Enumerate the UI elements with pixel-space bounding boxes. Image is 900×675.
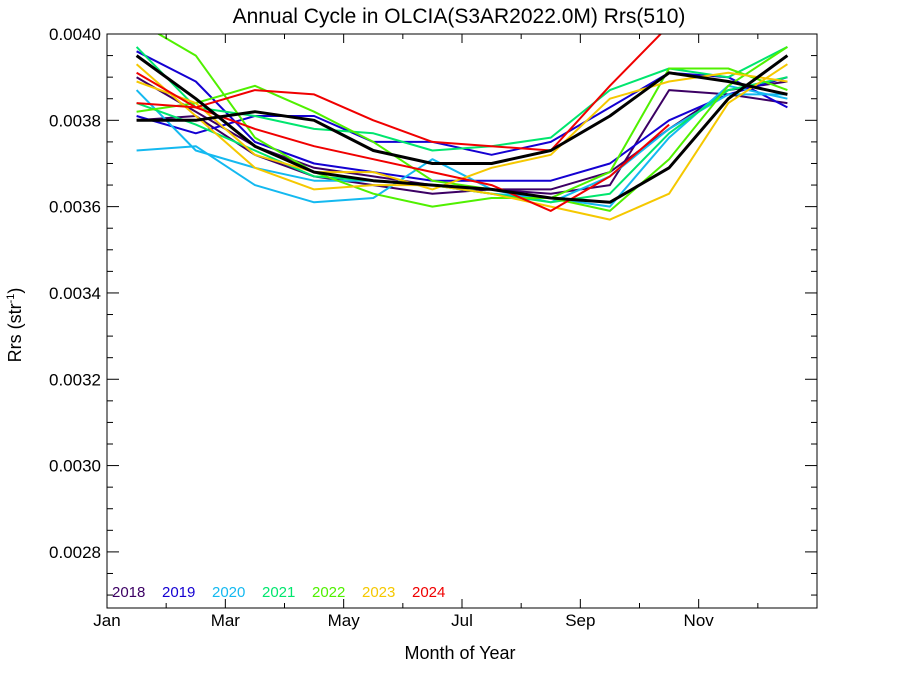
legend-item-2020: 2020 <box>212 584 245 601</box>
legend-item-2021: 2021 <box>262 584 295 601</box>
legend-item-2018: 2018 <box>112 584 145 601</box>
x-tick-label: Mar <box>211 611 241 630</box>
y-tick-label: 0.0038 <box>49 111 101 130</box>
series-line-4 <box>136 93 788 204</box>
series-line-15 <box>136 71 788 165</box>
x-tick-label: Jul <box>451 611 473 630</box>
legend-item-2023: 2023 <box>362 584 395 601</box>
x-tick-label: Nov <box>684 611 715 630</box>
legend: 2018 2019 2020 2021 2022 2023 2024 <box>112 584 445 601</box>
series-line-3 <box>136 50 788 182</box>
y-axis-label-close: ) <box>5 288 25 294</box>
chart-title: Annual Cycle in OLCIA(S3AR2022.0M) Rrs(5… <box>233 5 686 28</box>
series-layer <box>135 34 789 221</box>
y-tick-label: 0.0034 <box>49 284 101 303</box>
y-tick-label: 0.0030 <box>49 457 101 476</box>
legend-item-2019: 2019 <box>162 584 195 601</box>
y-axis-label-main: Rrs (str <box>5 303 25 362</box>
x-tick-label: Sep <box>565 611 595 630</box>
y-axis: 0.0028 0.0030 0.0032 0.0034 0.0036 0.0038 0.00… <box>49 25 817 596</box>
legend-item-2024: 2024 <box>412 584 445 601</box>
y-tick-label: 0.0040 <box>49 25 101 44</box>
y-axis-label-sup: -1 <box>5 294 17 304</box>
y-tick-label: 0.0028 <box>49 543 101 562</box>
series-line-12 <box>136 34 663 152</box>
series-line-14 <box>135 54 789 204</box>
x-tick-label: Jan <box>93 611 120 630</box>
series-line-8 <box>156 34 788 212</box>
series-line-9 <box>136 67 788 199</box>
series-line-10 <box>135 63 788 221</box>
x-tick-label: May <box>328 611 361 630</box>
y-tick-label: 0.0032 <box>49 370 101 389</box>
x-axis-label: Month of Year <box>404 643 515 663</box>
y-axis-label: Rrs (str-1) <box>5 288 25 363</box>
series-line-0 <box>136 89 788 195</box>
x-axis: Jan Mar May Jul Sep Nov <box>93 34 818 630</box>
series-line-13 <box>136 71 670 212</box>
legend-item-2022: 2022 <box>312 584 345 601</box>
y-tick-label: 0.0036 <box>49 198 101 217</box>
